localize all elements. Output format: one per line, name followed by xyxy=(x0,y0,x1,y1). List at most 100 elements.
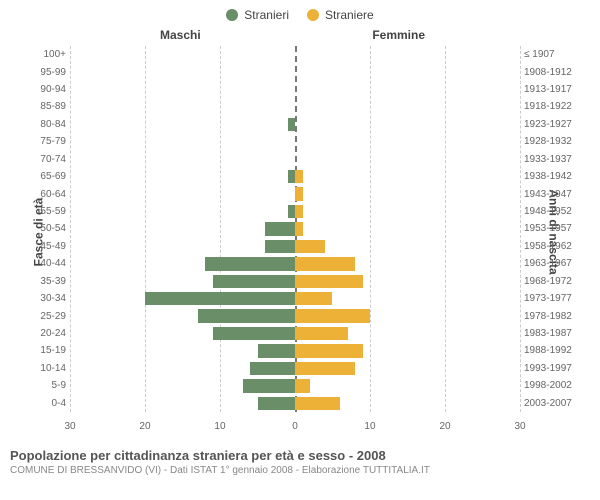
column-header-male: Maschi xyxy=(160,28,201,42)
bar-female xyxy=(295,240,325,253)
grid-line xyxy=(520,46,521,412)
bar-male xyxy=(213,327,296,340)
age-label: 25-29 xyxy=(30,311,66,322)
age-label: 30-34 xyxy=(30,293,66,304)
birth-years-label: 1933-1937 xyxy=(524,154,582,165)
age-row: 100+≤ 1907 xyxy=(70,46,520,63)
x-tick-label: 20 xyxy=(139,421,150,432)
age-row: 70-741933-1937 xyxy=(70,151,520,168)
x-tick-label: 30 xyxy=(514,421,525,432)
legend-swatch-male xyxy=(226,9,238,21)
age-row: 35-391968-1972 xyxy=(70,273,520,290)
age-label: 100+ xyxy=(30,49,66,60)
bar-male xyxy=(145,292,295,305)
bar-male xyxy=(288,170,296,183)
bar-female xyxy=(295,257,355,270)
age-row: 5-91998-2002 xyxy=(70,377,520,394)
bar-male xyxy=(288,205,296,218)
birth-years-label: 1993-1997 xyxy=(524,363,582,374)
bar-male xyxy=(250,362,295,375)
bar-female xyxy=(295,344,363,357)
legend-item-female: Straniere xyxy=(307,8,374,22)
age-row: 10-141993-1997 xyxy=(70,360,520,377)
age-row: 15-191988-1992 xyxy=(70,342,520,359)
age-row: 75-791928-1932 xyxy=(70,133,520,150)
age-label: 15-19 xyxy=(30,345,66,356)
bar-female xyxy=(295,292,332,305)
birth-years-label: ≤ 1907 xyxy=(524,49,582,60)
bar-male xyxy=(258,344,295,357)
age-row: 90-941913-1917 xyxy=(70,81,520,98)
bar-female xyxy=(295,397,340,410)
bar-male xyxy=(205,257,295,270)
birth-years-label: 1968-1972 xyxy=(524,276,582,287)
bar-female xyxy=(295,170,303,183)
x-tick-label: 10 xyxy=(214,421,225,432)
age-label: 75-79 xyxy=(30,136,66,147)
age-label: 20-24 xyxy=(30,328,66,339)
age-label: 85-89 xyxy=(30,101,66,112)
age-row: 30-341973-1977 xyxy=(70,290,520,307)
age-label: 95-99 xyxy=(30,67,66,78)
birth-years-label: 1978-1982 xyxy=(524,311,582,322)
age-row: 60-641943-1947 xyxy=(70,185,520,202)
legend: Stranieri Straniere xyxy=(0,0,600,22)
x-tick-label: 10 xyxy=(364,421,375,432)
chart-subtitle: COMUNE DI BRESSANVIDO (VI) - Dati ISTAT … xyxy=(10,465,590,476)
birth-years-label: 1953-1957 xyxy=(524,223,582,234)
bar-male xyxy=(213,275,296,288)
chart: Maschi Femmine Fasce di età Anni di nasc… xyxy=(0,22,600,442)
age-row: 45-491958-1962 xyxy=(70,238,520,255)
bar-female xyxy=(295,275,363,288)
x-tick-label: 20 xyxy=(439,421,450,432)
age-label: 90-94 xyxy=(30,84,66,95)
age-row: 40-441963-1967 xyxy=(70,255,520,272)
birth-years-label: 1958-1962 xyxy=(524,241,582,252)
birth-years-label: 1913-1917 xyxy=(524,84,582,95)
birth-years-label: 1918-1922 xyxy=(524,101,582,112)
age-row: 85-891918-1922 xyxy=(70,98,520,115)
bar-male xyxy=(258,397,295,410)
age-label: 35-39 xyxy=(30,276,66,287)
birth-years-label: 1988-1992 xyxy=(524,345,582,356)
bar-female xyxy=(295,327,348,340)
age-label: 40-44 xyxy=(30,258,66,269)
legend-swatch-female xyxy=(307,9,319,21)
bar-male xyxy=(265,222,295,235)
birth-years-label: 1963-1967 xyxy=(524,258,582,269)
birth-years-label: 1928-1932 xyxy=(524,136,582,147)
birth-years-label: 1923-1927 xyxy=(524,119,582,130)
birth-years-label: 1948-1952 xyxy=(524,206,582,217)
age-label: 45-49 xyxy=(30,241,66,252)
age-row: 55-591948-1952 xyxy=(70,203,520,220)
birth-years-label: 1998-2002 xyxy=(524,380,582,391)
x-tick-label: 30 xyxy=(64,421,75,432)
legend-label-male: Stranieri xyxy=(244,8,289,22)
birth-years-label: 2003-2007 xyxy=(524,398,582,409)
age-label: 55-59 xyxy=(30,206,66,217)
age-row: 25-291978-1982 xyxy=(70,307,520,324)
bar-female xyxy=(295,205,303,218)
age-label: 5-9 xyxy=(30,380,66,391)
footer: Popolazione per cittadinanza straniera p… xyxy=(0,442,600,476)
bar-female xyxy=(295,187,303,200)
birth-years-label: 1983-1987 xyxy=(524,328,582,339)
birth-years-label: 1973-1977 xyxy=(524,293,582,304)
age-label: 10-14 xyxy=(30,363,66,374)
legend-label-female: Straniere xyxy=(325,8,374,22)
bar-male xyxy=(265,240,295,253)
bar-female xyxy=(295,379,310,392)
age-row: 20-241983-1987 xyxy=(70,325,520,342)
age-label: 60-64 xyxy=(30,189,66,200)
age-label: 0-4 xyxy=(30,398,66,409)
age-label: 80-84 xyxy=(30,119,66,130)
x-tick-label: 0 xyxy=(292,421,298,432)
age-row: 50-541953-1957 xyxy=(70,220,520,237)
chart-title: Popolazione per cittadinanza straniera p… xyxy=(10,448,590,463)
birth-years-label: 1908-1912 xyxy=(524,67,582,78)
bar-male xyxy=(243,379,296,392)
age-row: 65-691938-1942 xyxy=(70,168,520,185)
age-label: 50-54 xyxy=(30,223,66,234)
bar-female xyxy=(295,362,355,375)
legend-item-male: Stranieri xyxy=(226,8,289,22)
